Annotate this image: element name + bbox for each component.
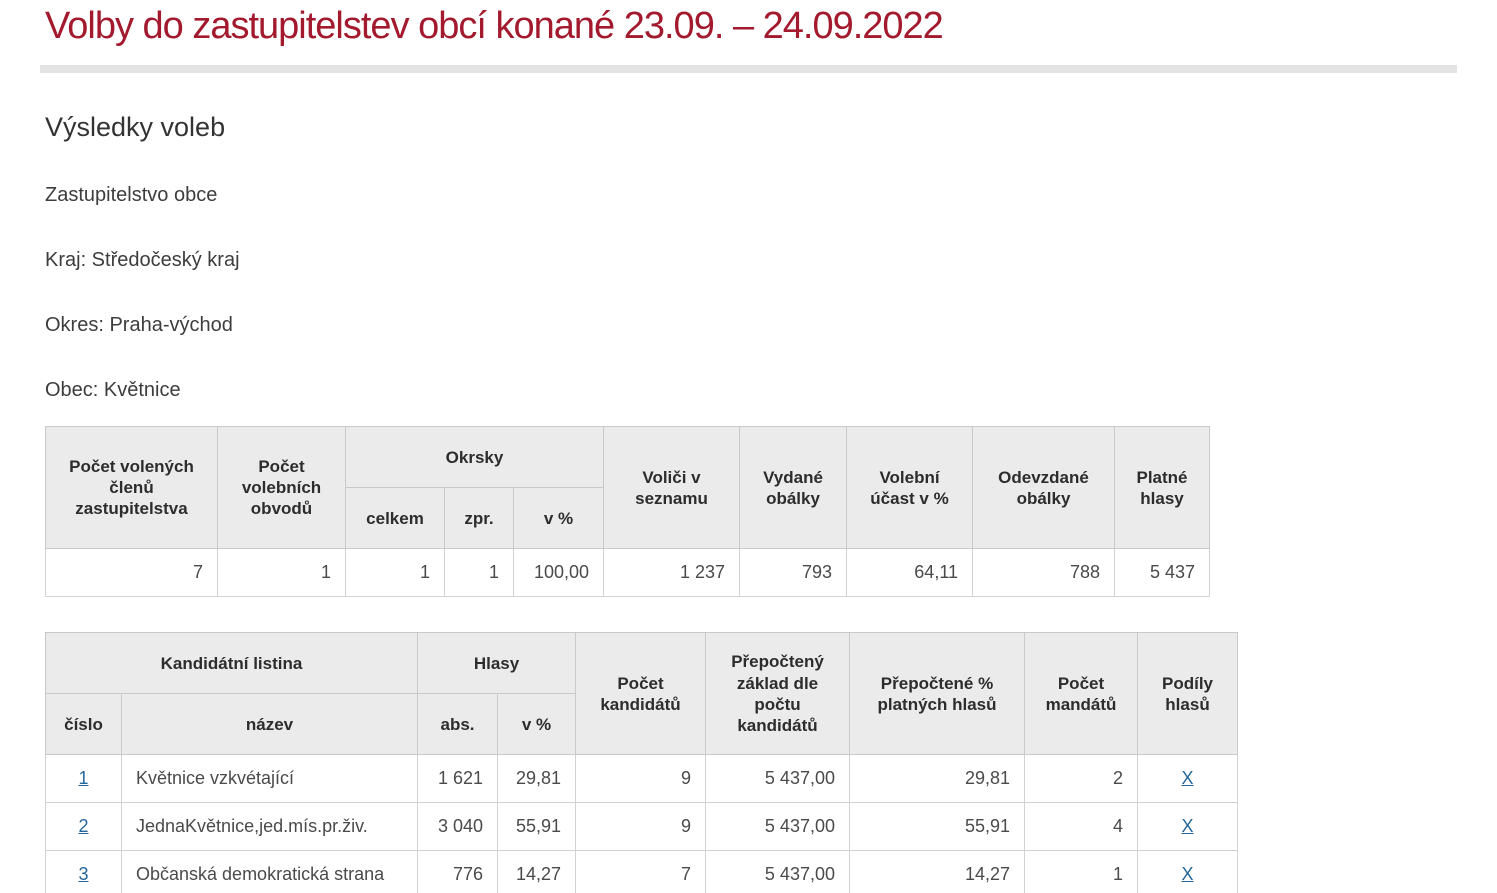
summary-row: 7 1 1 1 100,00 1 237 793 64,11 788 5 437 (45, 548, 1211, 598)
cell-wards-total: 1 (345, 548, 445, 598)
info-region: Kraj: Středočeský kraj (45, 249, 240, 272)
header-wards-total: celkem (345, 487, 445, 550)
info-municipality: Obec: Květnice (45, 379, 181, 402)
header-name: název (121, 693, 418, 756)
cell-voters-in-list: 1 237 (603, 548, 741, 598)
cell-votes-abs: 776 (417, 850, 498, 893)
cell-electoral-districts: 1 (217, 548, 346, 598)
cell-votes-pct: 55,91 (497, 802, 576, 852)
header-valid-votes: Platné hlasy (1114, 426, 1211, 550)
summary-table: Počet volených členů zastupitelstva Poče… (45, 426, 1211, 598)
header-candidate-list-group: Kandidátní listina (45, 632, 418, 695)
vote-shares-link[interactable]: X (1181, 815, 1194, 836)
table-row: 1 Květnice vzkvétající 1 621 29,81 9 5 4… (45, 754, 1238, 804)
cell-party-name: Občanská demokratická strana (121, 850, 418, 893)
cell-votes-pct: 14,27 (497, 850, 576, 893)
header-candidates-count: Počet kandidátů (575, 632, 706, 756)
cell-envelopes-issued: 793 (739, 548, 848, 598)
header-envelopes-issued: Vydané obálky (739, 426, 848, 550)
cell-votes-pct: 29,81 (497, 754, 576, 804)
cell-vote-shares: X (1137, 754, 1238, 804)
cell-party-name: Květnice vzkvétající (121, 754, 418, 804)
section-heading: Výsledky voleb (45, 111, 226, 142)
vote-shares-link[interactable]: X (1181, 767, 1194, 788)
cell-recalc-pct: 55,91 (849, 802, 1025, 852)
header-electoral-districts: Počet volebních obvodů (217, 426, 346, 550)
cell-vote-shares: X (1137, 802, 1238, 852)
page-content: Volby do zastupitelstev obcí konané 23.0… (0, 4, 1497, 893)
cell-recalc-pct: 14,27 (849, 850, 1025, 893)
cell-recalc-pct: 29,81 (849, 754, 1025, 804)
cell-candidates: 9 (575, 754, 706, 804)
cell-wards-pct: 100,00 (512, 548, 605, 598)
cell-candidates: 7 (575, 850, 706, 893)
cell-candidates: 9 (575, 802, 706, 852)
cell-mandates: 1 (1024, 850, 1138, 893)
header-turnout-pct: Volební účast v % (846, 426, 974, 550)
cell-party-number: 2 (45, 802, 122, 852)
cell-elected-members: 7 (45, 548, 218, 598)
cell-recalc-base: 5 437,00 (705, 802, 850, 852)
table-row: 3 Občanská demokratická strana 776 14,27… (45, 850, 1238, 893)
title-divider (40, 64, 1457, 73)
cell-recalc-base: 5 437,00 (705, 850, 850, 893)
cell-mandates: 4 (1024, 802, 1138, 852)
header-elected-members: Počet volených členů zastupitelstva (45, 426, 218, 550)
cell-votes-abs: 1 621 (417, 754, 498, 804)
header-number: číslo (45, 693, 122, 756)
table-row: 2 JednaKvětnice,jed.mís.pr.živ. 3 040 55… (45, 802, 1238, 852)
vote-shares-link[interactable]: X (1181, 863, 1194, 884)
header-votes-pct: v % (497, 693, 576, 756)
party-number-link[interactable]: 1 (78, 767, 89, 788)
party-number-link[interactable]: 3 (78, 863, 89, 884)
cell-party-number: 3 (45, 850, 122, 893)
info-election-type: Zastupitelstvo obce (45, 184, 218, 207)
header-recalc-base: Přepočtený základ dle počtu kandidátů (705, 632, 850, 756)
cell-envelopes-returned: 788 (972, 548, 1116, 598)
header-vote-shares: Podíly hlasů (1137, 632, 1238, 756)
cell-turnout-pct: 64,11 (846, 548, 974, 598)
header-envelopes-returned: Odevzdané obálky (972, 426, 1116, 550)
results-table: Kandidátní listina Hlasy Počet kandidátů… (45, 632, 1238, 893)
header-voters-in-list: Voliči v seznamu (603, 426, 741, 550)
header-recalc-pct: Přepočtené % platných hlasů (849, 632, 1025, 756)
header-wards-reported: zpr. (444, 487, 514, 550)
header-mandates: Počet mandátů (1024, 632, 1138, 756)
cell-valid-votes: 5 437 (1114, 548, 1211, 598)
info-district: Okres: Praha-východ (45, 314, 233, 337)
cell-vote-shares: X (1137, 850, 1238, 893)
cell-recalc-base: 5 437,00 (705, 754, 850, 804)
header-votes-group: Hlasy (417, 632, 576, 695)
header-wards-pct: v % (512, 487, 605, 550)
cell-wards-reported: 1 (444, 548, 514, 598)
header-votes-abs: abs. (417, 693, 498, 756)
cell-votes-abs: 3 040 (417, 802, 498, 852)
header-wards-group: Okrsky (344, 426, 605, 489)
cell-party-name: JednaKvětnice,jed.mís.pr.živ. (121, 802, 418, 852)
page-title: Volby do zastupitelstev obcí konané 23.0… (45, 5, 944, 47)
cell-mandates: 2 (1024, 754, 1138, 804)
cell-party-number: 1 (45, 754, 122, 804)
party-number-link[interactable]: 2 (78, 815, 89, 836)
